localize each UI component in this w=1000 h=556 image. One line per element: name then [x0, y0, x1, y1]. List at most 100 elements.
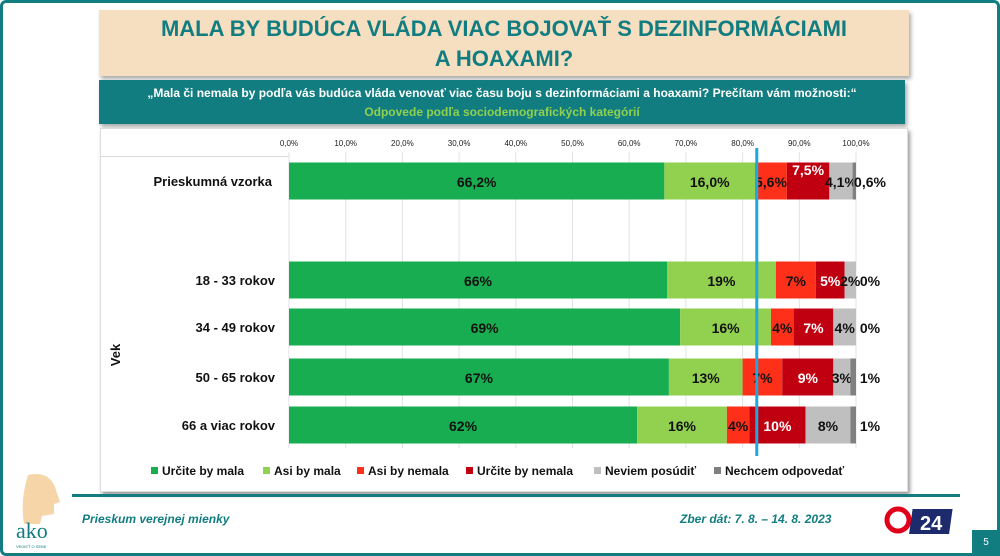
data-label: 1%	[860, 370, 881, 386]
data-label: 9%	[798, 370, 819, 386]
x-tick-label: 100,0%	[842, 139, 869, 148]
bar-segment	[850, 358, 856, 396]
data-label: 16%	[712, 320, 741, 336]
bar-segment	[289, 261, 667, 299]
bar-segment	[850, 406, 856, 444]
data-label: 66%	[464, 273, 493, 289]
svg-text:ako: ako	[16, 518, 48, 543]
footer-survey-label: Prieskum verejnej mienky	[82, 512, 230, 526]
bar-segment	[755, 162, 787, 200]
data-label: 69%	[471, 320, 500, 336]
x-tick-label: 50,0%	[561, 139, 584, 148]
data-label: 67%	[465, 370, 494, 386]
legend-label: Asi by nemala	[368, 464, 449, 478]
bar-segment	[805, 406, 851, 444]
question-box: „Mala či nemala by podľa vás budúca vlád…	[99, 80, 905, 124]
x-tick-label: 70,0%	[675, 139, 698, 148]
legend-label: Nechcem odpovedať	[725, 464, 844, 478]
ako-logo: ako VEDIEŤ O SEBE	[10, 470, 70, 550]
bar-segment	[289, 406, 638, 444]
x-tick-label: 90,0%	[788, 139, 811, 148]
x-tick-label: 30,0%	[448, 139, 471, 148]
data-label: 4%	[772, 320, 793, 336]
category-label: Prieskumná vzorka	[153, 174, 272, 189]
footer-divider	[72, 494, 960, 497]
data-label: 8%	[818, 418, 839, 434]
data-label: 0%	[860, 320, 881, 336]
bar-segment	[289, 358, 669, 396]
bar-segment	[829, 162, 853, 200]
legend-swatch	[594, 467, 601, 474]
bar-segment	[664, 162, 756, 200]
bar-segment	[742, 358, 783, 396]
data-label: 66,2%	[457, 174, 497, 190]
legend-swatch	[466, 467, 473, 474]
group-label: Vek	[108, 343, 123, 366]
x-tick-label: 80,0%	[731, 139, 754, 148]
bar-segment	[782, 358, 834, 396]
legend-label: Asi by mala	[274, 464, 341, 478]
data-label: 7,5%	[792, 162, 824, 178]
legend-label: Neviem posúdiť	[605, 464, 696, 478]
data-label: 4%	[835, 320, 856, 336]
title-line-1: MALA BY BUDÚCA VLÁDA VIAC BOJOVAŤ S DEZI…	[160, 16, 848, 41]
bar-segment	[289, 162, 665, 200]
data-label: 2%	[840, 273, 861, 289]
data-label: 16%	[668, 418, 697, 434]
bar-segment	[749, 406, 806, 444]
subtitle: Odpovede podľa sociodemografických kateg…	[364, 105, 640, 119]
bar-segment	[786, 162, 830, 200]
question-text: „Mala či nemala by podľa vás budúca vlád…	[147, 86, 857, 100]
legend-swatch	[151, 467, 158, 474]
data-label: 7%	[786, 273, 807, 289]
svg-text:VEDIEŤ O SEBE: VEDIEŤ O SEBE	[16, 544, 47, 549]
data-label: 62%	[449, 418, 478, 434]
data-label: 10%	[763, 418, 792, 434]
slide-title: MALA BY BUDÚCA VLÁDA VIAC BOJOVAŤ S DEZI…	[99, 10, 909, 76]
x-tick-label: 40,0%	[504, 139, 527, 148]
bar-segment	[793, 308, 834, 346]
title-line-2: A HOAXAMI?	[434, 46, 574, 71]
category-label: 18 - 33 rokov	[196, 273, 276, 288]
bar-segment	[852, 162, 856, 200]
legend-swatch	[263, 467, 270, 474]
data-label: 4%	[728, 418, 749, 434]
category-label: 66 a viac rokov	[182, 418, 276, 433]
x-tick-label: 60,0%	[618, 139, 641, 148]
bar-segment	[668, 358, 743, 396]
data-label: 13%	[692, 370, 721, 386]
legend-label: Určite by nemala	[477, 464, 573, 478]
legend-swatch	[714, 467, 721, 474]
data-label: 3%	[832, 370, 853, 386]
bar-segment	[833, 358, 851, 396]
data-label: 5%	[820, 273, 841, 289]
legend-label: Určite by mala	[162, 464, 244, 478]
data-label: 19%	[707, 273, 736, 289]
x-tick-label: 10,0%	[334, 139, 357, 148]
bar-segment	[775, 261, 816, 299]
legend-swatch	[357, 467, 364, 474]
x-tick-label: 0,0%	[280, 139, 298, 148]
bar-segment	[815, 261, 845, 299]
bar-segment	[770, 308, 794, 346]
data-label: 7%	[803, 320, 824, 336]
data-label: 5,6%	[755, 174, 787, 190]
data-label: 16,0%	[690, 174, 730, 190]
data-label: 0,6%	[854, 174, 886, 190]
bar-segment	[726, 406, 750, 444]
category-label: 50 - 65 rokov	[196, 370, 276, 385]
data-label: 0%	[860, 273, 881, 289]
bar-segment	[289, 308, 681, 346]
category-label: 34 - 49 rokov	[196, 320, 276, 335]
data-label: 1%	[860, 418, 881, 434]
bar-segment	[637, 406, 727, 444]
footer-date: Zber dát: 7. 8. – 14. 8. 2023	[680, 512, 832, 526]
x-tick-label: 20,0%	[391, 139, 414, 148]
bar-segment	[833, 308, 856, 346]
page-number: 5	[972, 530, 1000, 556]
bar-segment	[844, 261, 856, 299]
data-label: 4,1%	[825, 174, 857, 190]
svg-text:24: 24	[920, 513, 943, 535]
